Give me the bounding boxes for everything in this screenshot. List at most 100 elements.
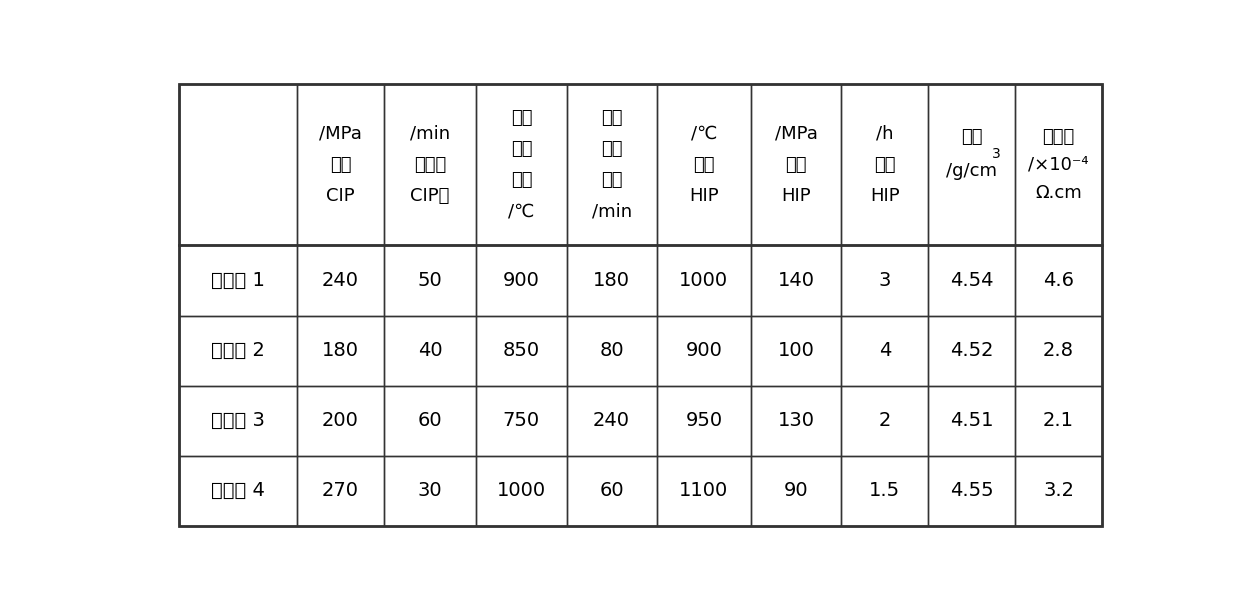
Bar <box>567 456 657 526</box>
Bar <box>296 84 384 245</box>
Text: Ω.cm: Ω.cm <box>1035 184 1083 202</box>
Text: 压时间: 压时间 <box>414 156 446 174</box>
Bar <box>476 84 567 245</box>
Text: 130: 130 <box>777 411 815 430</box>
Text: 实施例 3: 实施例 3 <box>211 411 265 430</box>
Text: 除气: 除气 <box>601 109 622 127</box>
Bar <box>1016 456 1101 526</box>
Bar <box>296 385 384 456</box>
Bar <box>567 84 657 245</box>
Text: /℃: /℃ <box>508 202 534 220</box>
Bar <box>179 456 296 526</box>
Bar <box>657 315 751 385</box>
Text: 4.6: 4.6 <box>1043 271 1074 290</box>
Bar <box>657 84 751 245</box>
Bar <box>384 245 476 315</box>
Text: 温度: 温度 <box>693 156 714 174</box>
Text: 850: 850 <box>503 341 539 360</box>
Bar <box>841 84 929 245</box>
Text: 4.51: 4.51 <box>950 411 993 430</box>
Text: /MPa: /MPa <box>319 125 362 143</box>
Text: HIP: HIP <box>781 187 811 205</box>
Text: 1100: 1100 <box>680 481 728 500</box>
Text: 4.52: 4.52 <box>950 341 993 360</box>
Text: 3: 3 <box>992 147 1001 161</box>
Bar <box>751 385 841 456</box>
Text: 60: 60 <box>418 411 443 430</box>
Bar <box>841 245 929 315</box>
Text: 保温: 保温 <box>601 140 622 158</box>
Bar <box>929 315 1016 385</box>
Text: 1000: 1000 <box>497 481 546 500</box>
Bar <box>929 245 1016 315</box>
Bar <box>384 84 476 245</box>
Text: HIP: HIP <box>689 187 719 205</box>
Text: 压力: 压力 <box>330 156 351 174</box>
Bar <box>1016 385 1101 456</box>
Bar <box>929 385 1016 456</box>
Bar <box>476 456 567 526</box>
Text: 时间: 时间 <box>874 156 895 174</box>
Text: CIP: CIP <box>326 187 355 205</box>
Text: 电阻率: 电阻率 <box>1043 128 1075 146</box>
Bar <box>296 315 384 385</box>
Bar <box>841 315 929 385</box>
Text: 80: 80 <box>599 341 624 360</box>
Bar <box>179 84 296 245</box>
Bar <box>179 385 296 456</box>
Bar <box>384 385 476 456</box>
Text: /min: /min <box>410 125 450 143</box>
Bar <box>929 84 1016 245</box>
Bar <box>476 385 567 456</box>
Text: 1.5: 1.5 <box>869 481 900 500</box>
Text: 4.54: 4.54 <box>950 271 993 290</box>
Text: 900: 900 <box>503 271 539 290</box>
Bar <box>751 456 841 526</box>
Text: /h: /h <box>875 125 894 143</box>
Text: 40: 40 <box>418 341 443 360</box>
Text: 240: 240 <box>593 411 630 430</box>
Text: 3.2: 3.2 <box>1043 481 1074 500</box>
Bar <box>657 456 751 526</box>
Text: 除气: 除气 <box>511 140 532 158</box>
Text: 270: 270 <box>322 481 358 500</box>
Bar <box>929 456 1016 526</box>
Text: 140: 140 <box>777 271 815 290</box>
Text: 时间: 时间 <box>601 172 622 189</box>
Bar <box>657 385 751 456</box>
Text: 2.8: 2.8 <box>1043 341 1074 360</box>
Text: 200: 200 <box>322 411 358 430</box>
Text: /×10⁻⁴: /×10⁻⁴ <box>1028 156 1089 174</box>
Bar <box>567 315 657 385</box>
Text: 密度: 密度 <box>961 128 982 146</box>
Bar <box>179 245 296 315</box>
Text: HIP: HIP <box>870 187 899 205</box>
Text: 实施例 1: 实施例 1 <box>211 271 265 290</box>
Text: 900: 900 <box>686 341 722 360</box>
Text: 3: 3 <box>879 271 892 290</box>
Bar <box>841 456 929 526</box>
Text: 950: 950 <box>686 411 723 430</box>
Bar <box>384 315 476 385</box>
Text: 最终: 最终 <box>511 109 532 127</box>
Text: 2: 2 <box>879 411 892 430</box>
Bar <box>657 245 751 315</box>
Bar <box>841 385 929 456</box>
Bar <box>751 84 841 245</box>
Text: /℃: /℃ <box>691 125 717 143</box>
Text: CIP保: CIP保 <box>410 187 450 205</box>
Text: 100: 100 <box>777 341 815 360</box>
Text: 实施例 4: 实施例 4 <box>211 481 265 500</box>
Bar <box>179 315 296 385</box>
Text: 4.55: 4.55 <box>950 481 993 500</box>
Bar <box>384 456 476 526</box>
Text: 90: 90 <box>784 481 808 500</box>
Bar <box>296 456 384 526</box>
Bar <box>1016 84 1101 245</box>
Text: 60: 60 <box>599 481 624 500</box>
Bar <box>567 245 657 315</box>
Text: /g/cm: /g/cm <box>946 162 997 180</box>
Bar <box>296 245 384 315</box>
Text: 240: 240 <box>322 271 358 290</box>
Text: 压力: 压力 <box>785 156 807 174</box>
